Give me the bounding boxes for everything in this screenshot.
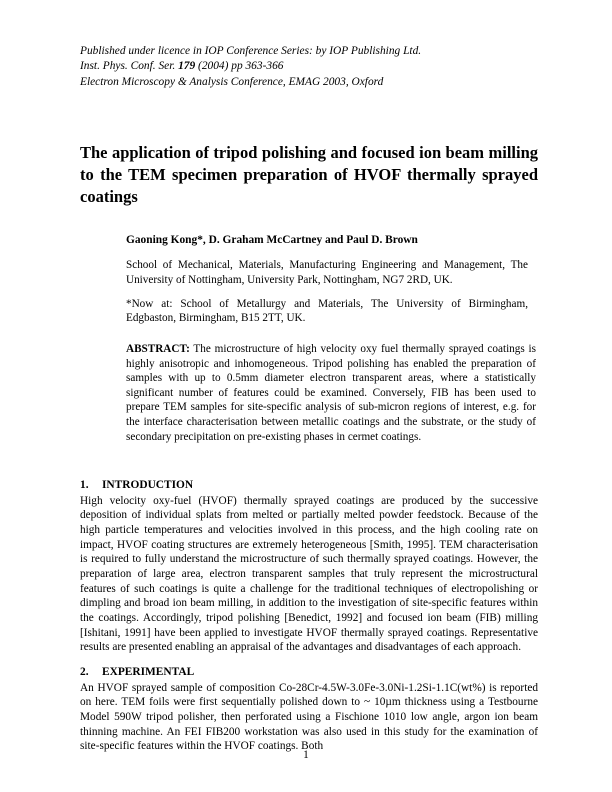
- abstract-text: The microstructure of high velocity oxy …: [126, 343, 536, 442]
- experimental-body: An HVOF sprayed sample of composition Co…: [80, 681, 538, 754]
- article-title: The application of tripod polishing and …: [80, 142, 538, 207]
- introduction-body: High velocity oxy-fuel (HVOF) thermally …: [80, 494, 538, 655]
- publication-header-1: Published under licence in IOP Conferenc…: [80, 44, 538, 59]
- affiliation-secondary: *Now at: School of Metallurgy and Materi…: [126, 297, 528, 327]
- page-number: 1: [0, 748, 612, 762]
- abstract-label: ABSTRACT:: [126, 343, 190, 355]
- affiliation-primary: School of Mechanical, Materials, Manufac…: [126, 258, 528, 288]
- section-head-experimental: 2.EXPERIMENTAL: [80, 665, 538, 680]
- section-number: 1.: [80, 478, 102, 493]
- author-list: Gaoning Kong*, D. Graham McCartney and P…: [126, 233, 538, 248]
- section-title: INTRODUCTION: [102, 479, 193, 491]
- journal-ref: Inst. Phys. Conf. Ser. 179 (2004) pp 363…: [80, 60, 283, 72]
- section-number: 2.: [80, 665, 102, 680]
- section-title: EXPERIMENTAL: [102, 666, 194, 678]
- publication-header-3: Electron Microscopy & Analysis Conferenc…: [80, 75, 538, 90]
- section-head-introduction: 1.INTRODUCTION: [80, 478, 538, 493]
- publication-header-2: Inst. Phys. Conf. Ser. 179 (2004) pp 363…: [80, 59, 538, 74]
- abstract-block: ABSTRACT: The microstructure of high vel…: [126, 342, 536, 444]
